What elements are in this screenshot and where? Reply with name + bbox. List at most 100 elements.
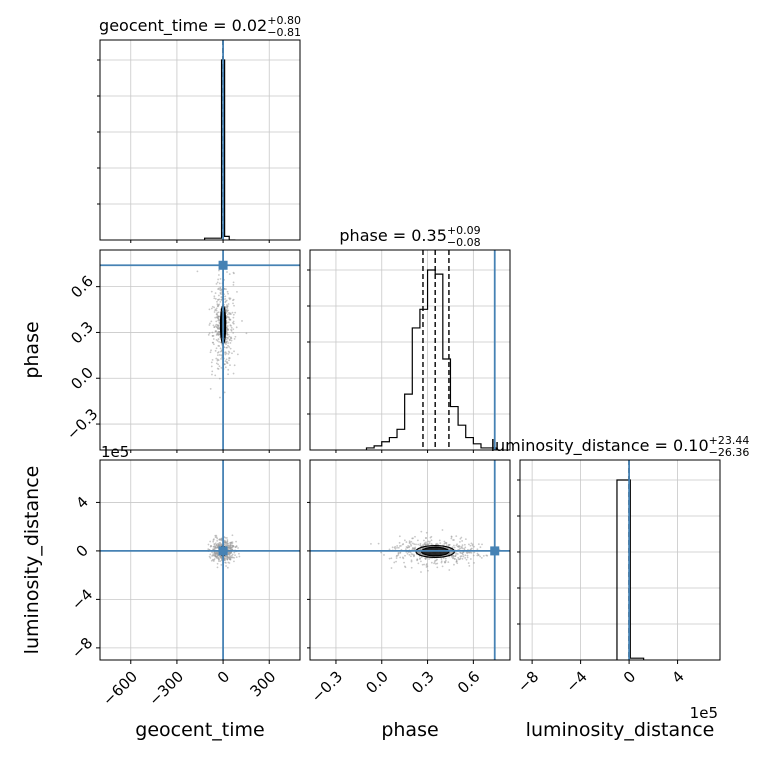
tick-label-x-phase: 0.0	[362, 668, 392, 698]
scatter-point	[215, 534, 218, 537]
scatter-point	[480, 556, 483, 559]
scatter-point	[209, 351, 212, 354]
scatter-point	[215, 543, 218, 546]
scatter-point	[216, 300, 218, 303]
scatter-point	[226, 558, 229, 561]
marginal-title-phase: phase = 0.35+0.09 −0.08	[339, 224, 480, 249]
injection-marker	[218, 546, 228, 556]
scatter-point	[428, 542, 431, 545]
tick-label-x-phase: 0.3	[408, 668, 438, 698]
scatter-point	[212, 343, 215, 346]
scatter-point	[226, 304, 228, 306]
scatter-point	[234, 546, 237, 549]
scatter-point	[233, 337, 236, 340]
grid-layer	[100, 40, 720, 660]
scatter-point	[234, 335, 237, 338]
scatter-point	[230, 329, 233, 332]
scatter-point	[215, 552, 218, 555]
scatter-point	[227, 303, 230, 305]
scatter-point	[217, 363, 220, 366]
scatter-point	[235, 540, 237, 543]
scatter-point	[230, 554, 233, 557]
scatter-point	[211, 341, 214, 344]
scatter-point	[455, 544, 458, 547]
scatter-point	[461, 557, 464, 560]
scatter-point	[453, 544, 455, 547]
tick-label-y-luminosity_distance: 0	[72, 541, 91, 560]
scatter-point	[213, 552, 216, 555]
scatter-point	[224, 366, 227, 369]
scatter-point	[394, 548, 397, 550]
scatter-point	[225, 537, 228, 539]
scatter-point	[212, 338, 215, 340]
scatter-point	[411, 548, 414, 551]
scatter-point	[410, 544, 413, 547]
scatter-point	[410, 555, 412, 558]
scatter-point	[396, 545, 399, 547]
scatter-point	[457, 545, 459, 548]
scatter-point	[441, 529, 444, 531]
scatter-point	[481, 543, 483, 546]
scatter-point	[211, 331, 214, 334]
scatter-point	[455, 560, 458, 563]
scatter-point	[215, 357, 218, 360]
tick-label-x-luminosity_distance: −8	[514, 668, 542, 696]
scatter-point	[220, 564, 223, 566]
scatter-point	[224, 295, 227, 298]
scatter-point	[224, 341, 227, 344]
scatter-point	[383, 554, 385, 556]
scatter-point	[232, 545, 235, 548]
tick-label-y-luminosity_distance: −8	[68, 634, 96, 662]
scatter-point	[210, 290, 213, 293]
scatter-point	[225, 557, 228, 560]
scatter-point	[462, 555, 465, 558]
scatter-point	[218, 365, 221, 368]
scatter-point	[213, 306, 216, 309]
scatter-point	[218, 269, 220, 272]
scatter-point	[213, 295, 216, 298]
scatter-point	[451, 551, 454, 554]
scatter-point	[224, 541, 227, 544]
scatter-point	[215, 307, 218, 310]
scatter-point	[220, 354, 223, 357]
scatter-point	[229, 556, 232, 559]
scatter-point	[404, 548, 407, 551]
scatter-point	[426, 565, 429, 568]
scatter-point	[210, 307, 213, 310]
scatter-point	[477, 554, 480, 557]
scatter-point	[229, 558, 231, 561]
scatter-point	[206, 247, 208, 249]
scatter-point	[434, 562, 437, 565]
panel-frame	[519, 459, 721, 661]
scatter-point	[226, 325, 229, 327]
scatter-point	[229, 313, 231, 316]
scatter-point	[420, 560, 422, 563]
tick-label-x-phase: 0.6	[454, 668, 484, 698]
scatter-point	[215, 546, 218, 549]
scatter-point	[458, 545, 461, 548]
tick-label-y-phase: 0.6	[67, 272, 97, 302]
scatter-point	[420, 556, 423, 558]
scatter-point	[229, 364, 231, 367]
scatter-point	[427, 540, 430, 543]
scatter-point	[238, 555, 241, 558]
scatter-point	[217, 558, 220, 561]
scatter-point	[459, 540, 461, 543]
scatter-point	[417, 562, 420, 565]
scatter-point	[236, 353, 239, 356]
scatter-point	[234, 311, 237, 314]
scatter-point	[224, 360, 227, 363]
title-sup: +23.44	[709, 434, 750, 447]
scatter-point	[216, 540, 219, 542]
scatter-point	[435, 543, 438, 546]
scatter-point	[426, 543, 429, 546]
scatter-point	[428, 558, 430, 560]
scatter-point	[210, 361, 213, 364]
scatter-point	[241, 320, 243, 322]
scatter-point	[406, 546, 409, 549]
scatter-point	[225, 543, 227, 546]
scatter-point	[217, 326, 220, 329]
scatter-point	[395, 557, 398, 559]
scatter-point	[220, 366, 223, 369]
scatter-point	[404, 566, 407, 569]
